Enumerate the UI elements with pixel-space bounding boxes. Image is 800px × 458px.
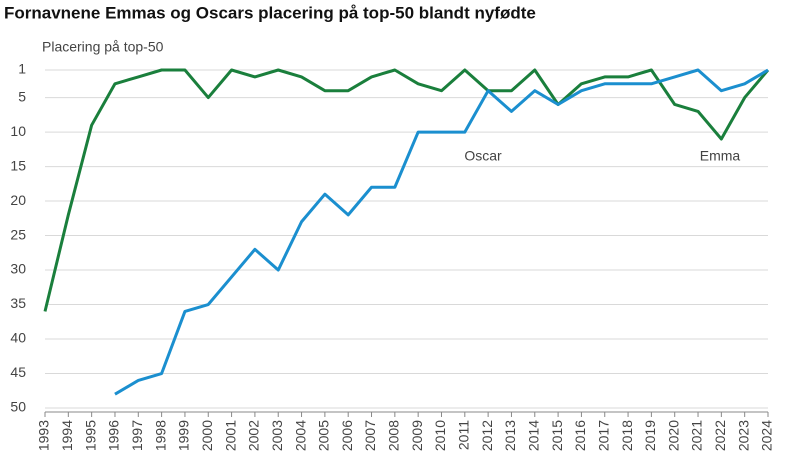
x-tick-label: 2008 bbox=[386, 420, 402, 451]
x-tick-label: 2006 bbox=[339, 420, 355, 451]
y-tick-label: 45 bbox=[10, 364, 26, 380]
x-tick-label: 1999 bbox=[176, 420, 192, 451]
x-tick-label: 2018 bbox=[619, 420, 635, 451]
x-tick-label: 1996 bbox=[106, 420, 122, 451]
y-tick-label: 25 bbox=[10, 226, 26, 242]
x-tick-label: 2024 bbox=[759, 420, 775, 451]
series-label: Emma bbox=[700, 148, 741, 164]
x-tick-label: 2020 bbox=[665, 420, 681, 451]
x-tick-label: 2017 bbox=[595, 420, 611, 451]
y-tick-label: 1 bbox=[18, 61, 26, 77]
y-tick-label: 35 bbox=[10, 295, 26, 311]
line-series bbox=[43, 68, 770, 312]
chart-title: Fornavnene Emmas og Oscars placering på … bbox=[4, 3, 536, 22]
x-tick-label: 2007 bbox=[362, 420, 378, 451]
y-tick-label: 20 bbox=[10, 192, 26, 208]
x-tick-label: 2015 bbox=[549, 420, 565, 451]
x-tick-label: 2011 bbox=[456, 420, 472, 450]
x-tick-label: 2022 bbox=[712, 420, 728, 451]
x-tick-label: 1995 bbox=[82, 420, 98, 451]
x-tick-label: 2001 bbox=[222, 420, 238, 451]
x-tick-label: 2013 bbox=[502, 420, 518, 451]
y-axis-label: Placering på top-50 bbox=[42, 39, 164, 55]
y-tick-label: 5 bbox=[18, 88, 26, 104]
x-tick-label: 2021 bbox=[689, 420, 705, 451]
x-tick-label: 1993 bbox=[36, 420, 52, 451]
x-tick-label: 2005 bbox=[316, 420, 332, 451]
y-tick-label: 10 bbox=[10, 123, 26, 139]
y-tick-label: 50 bbox=[10, 399, 26, 415]
series-label: Oscar bbox=[464, 148, 502, 164]
y-tick-label: 15 bbox=[10, 157, 26, 173]
x-tick-label: 2000 bbox=[199, 420, 215, 451]
x-tick-label: 2016 bbox=[572, 420, 588, 451]
x-tick-label: 2004 bbox=[292, 420, 308, 451]
x-tick-label: 1997 bbox=[129, 420, 145, 451]
x-tick-label: 2009 bbox=[409, 420, 425, 451]
x-tick-label: 2003 bbox=[269, 420, 285, 451]
line-series bbox=[114, 68, 769, 396]
y-tick-label: 30 bbox=[10, 261, 26, 277]
x-tick-label: 2002 bbox=[246, 420, 262, 451]
x-tick-label: 2010 bbox=[432, 420, 448, 451]
x-tick-label: 1998 bbox=[152, 420, 168, 451]
x-tick-label: 2014 bbox=[525, 420, 541, 451]
x-tick-label: 2019 bbox=[642, 420, 658, 451]
x-tick-label: 2023 bbox=[735, 420, 751, 451]
x-tick-label: 1994 bbox=[59, 420, 75, 451]
x-tick-label: 2012 bbox=[479, 420, 495, 451]
y-tick-label: 40 bbox=[10, 330, 26, 346]
